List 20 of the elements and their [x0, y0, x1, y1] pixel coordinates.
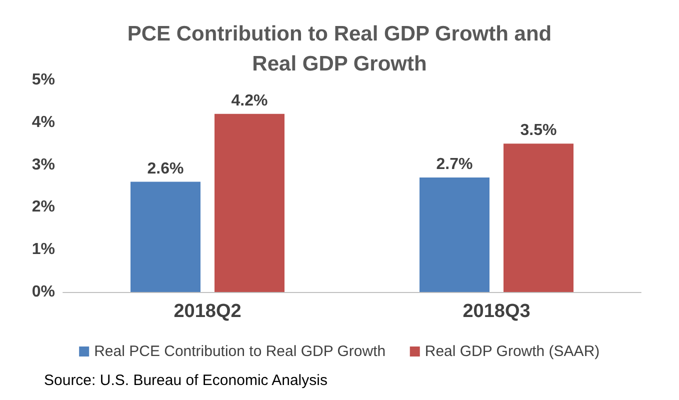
y-tick-label: 0%	[32, 284, 55, 300]
y-tick-label: 4%	[32, 114, 55, 131]
source-note: Source: U.S. Bureau of Economic Analysis	[44, 372, 328, 389]
bar	[130, 182, 200, 292]
bar	[214, 114, 284, 292]
data-label: 2.7%	[436, 156, 473, 174]
y-tick-label: 1%	[32, 241, 55, 258]
x-tick-label: 2018Q2	[174, 301, 242, 322]
data-label: 4.2%	[231, 92, 268, 110]
bar	[420, 178, 490, 292]
legend-label: Real PCE Contribution to Real GDP Growth	[94, 343, 386, 360]
data-label: 3.5%	[520, 122, 557, 140]
y-tick-label: 3%	[32, 156, 55, 174]
chart-title: PCE Contribution to Real GDP Growth and Real GDP Growth	[127, 22, 552, 76]
x-tick-label: 2018Q3	[462, 301, 530, 322]
y-tick-label: 2%	[32, 198, 55, 216]
legend-label: Real GDP Growth (SAAR)	[424, 343, 600, 360]
bar	[504, 144, 574, 292]
data-label: 2.6%	[147, 160, 184, 178]
y-tick-label: 5%	[32, 72, 55, 88]
